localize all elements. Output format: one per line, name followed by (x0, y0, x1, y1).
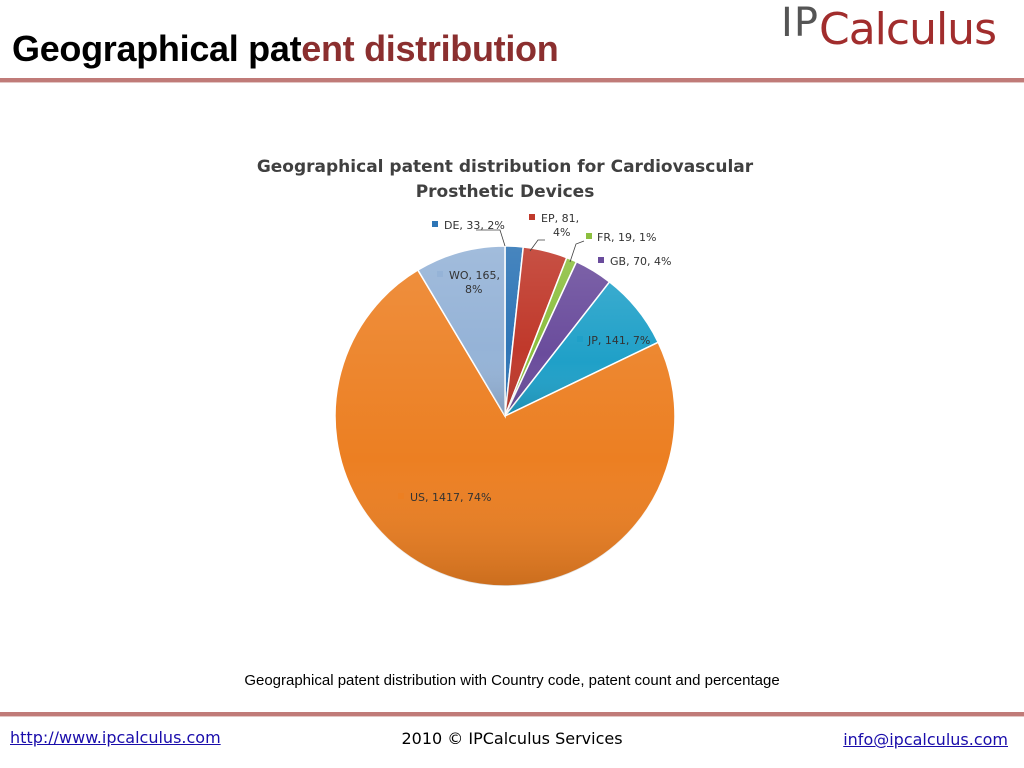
page-title-part2: ent distribution (301, 28, 559, 69)
chart-caption: Geographical patent distribution with Co… (244, 672, 780, 689)
label-marker-fr (586, 233, 592, 239)
label-marker-ep (529, 214, 535, 220)
chart-title-line2: Prosthetic Devices (416, 182, 595, 202)
leader-line-fr (569, 240, 585, 263)
data-label-jp: JP, 141, 7% (587, 334, 650, 347)
logo-ip-text: IP (781, 0, 819, 46)
ipcalculus-logo: IPCalculus (781, 0, 997, 55)
data-label-gb: GB, 70, 4% (610, 255, 672, 268)
website-link[interactable]: http://www.ipcalculus.com (10, 728, 221, 747)
data-label-de: DE, 33, 2% (444, 219, 505, 232)
email-link[interactable]: info@ipcalculus.com (843, 730, 1008, 749)
pie-slice-shading-wo (417, 246, 505, 416)
logo-calculus-text: Calculus (818, 4, 997, 55)
data-label-ep-line2: 4% (553, 226, 570, 239)
leader-line-de (476, 229, 506, 247)
label-marker-jp (577, 336, 583, 342)
data-label-fr: FR, 19, 1% (597, 231, 656, 244)
data-label-ep: EP, 81, (541, 212, 579, 225)
pie-slice-shading-jp (505, 281, 659, 416)
pie-slice-shading-us (334, 270, 675, 587)
pie-slices (334, 245, 676, 587)
pie-slice-shading-gb (505, 261, 610, 416)
data-label-us: US, 1417, 74% (410, 491, 491, 504)
leader-line-ep (529, 239, 545, 252)
pie-labels: DE, 33, 2% EP, 81,4% FR, 19, 1% GB, 70, 4% J… (398, 212, 672, 504)
data-label-wo-line2: 8% (465, 283, 482, 296)
page-title: Geographical patent distribution (12, 28, 559, 70)
pie-slice-shading-ep (505, 246, 567, 416)
data-label-wo: WO, 165, (449, 269, 500, 282)
pie-chart: Geographical patent distribution for Car… (257, 157, 754, 587)
footer-divider (0, 712, 1024, 717)
copyright-text: 2010 © IPCalculus Services (401, 729, 623, 748)
label-marker-gb (598, 257, 604, 263)
label-marker-de (432, 221, 438, 227)
chart-title-line1: Geographical patent distribution for Car… (257, 157, 754, 177)
page-title-part1: Geographical pat (12, 28, 302, 69)
header-divider (0, 78, 1024, 83)
label-marker-wo (437, 271, 443, 277)
label-marker-us (398, 493, 404, 499)
